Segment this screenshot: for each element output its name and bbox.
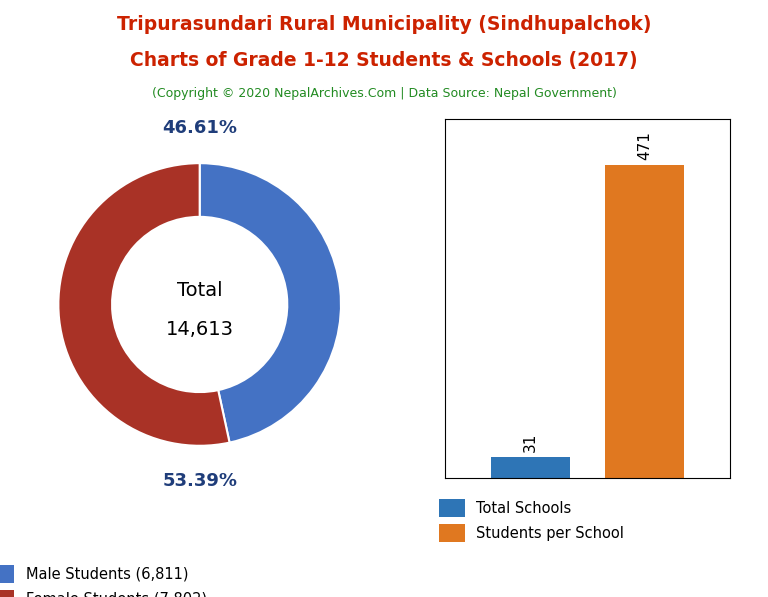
Text: 46.61%: 46.61%	[162, 119, 237, 137]
Text: (Copyright © 2020 NepalArchives.Com | Data Source: Nepal Government): (Copyright © 2020 NepalArchives.Com | Da…	[151, 87, 617, 100]
Legend: Total Schools, Students per School: Total Schools, Students per School	[439, 499, 624, 542]
Text: 31: 31	[523, 432, 538, 452]
Legend: Male Students (6,811), Female Students (7,802): Male Students (6,811), Female Students (…	[0, 565, 207, 597]
Text: Charts of Grade 1-12 Students & Schools (2017): Charts of Grade 1-12 Students & Schools …	[131, 51, 637, 70]
Text: Tripurasundari Rural Municipality (Sindhupalchok): Tripurasundari Rural Municipality (Sindh…	[117, 15, 651, 34]
Text: 471: 471	[637, 131, 652, 160]
Wedge shape	[58, 163, 230, 446]
Text: 53.39%: 53.39%	[162, 472, 237, 490]
Text: 14,613: 14,613	[166, 321, 233, 340]
Text: Total: Total	[177, 281, 223, 300]
Bar	[491, 457, 571, 478]
Bar	[604, 165, 684, 478]
Wedge shape	[200, 163, 341, 442]
